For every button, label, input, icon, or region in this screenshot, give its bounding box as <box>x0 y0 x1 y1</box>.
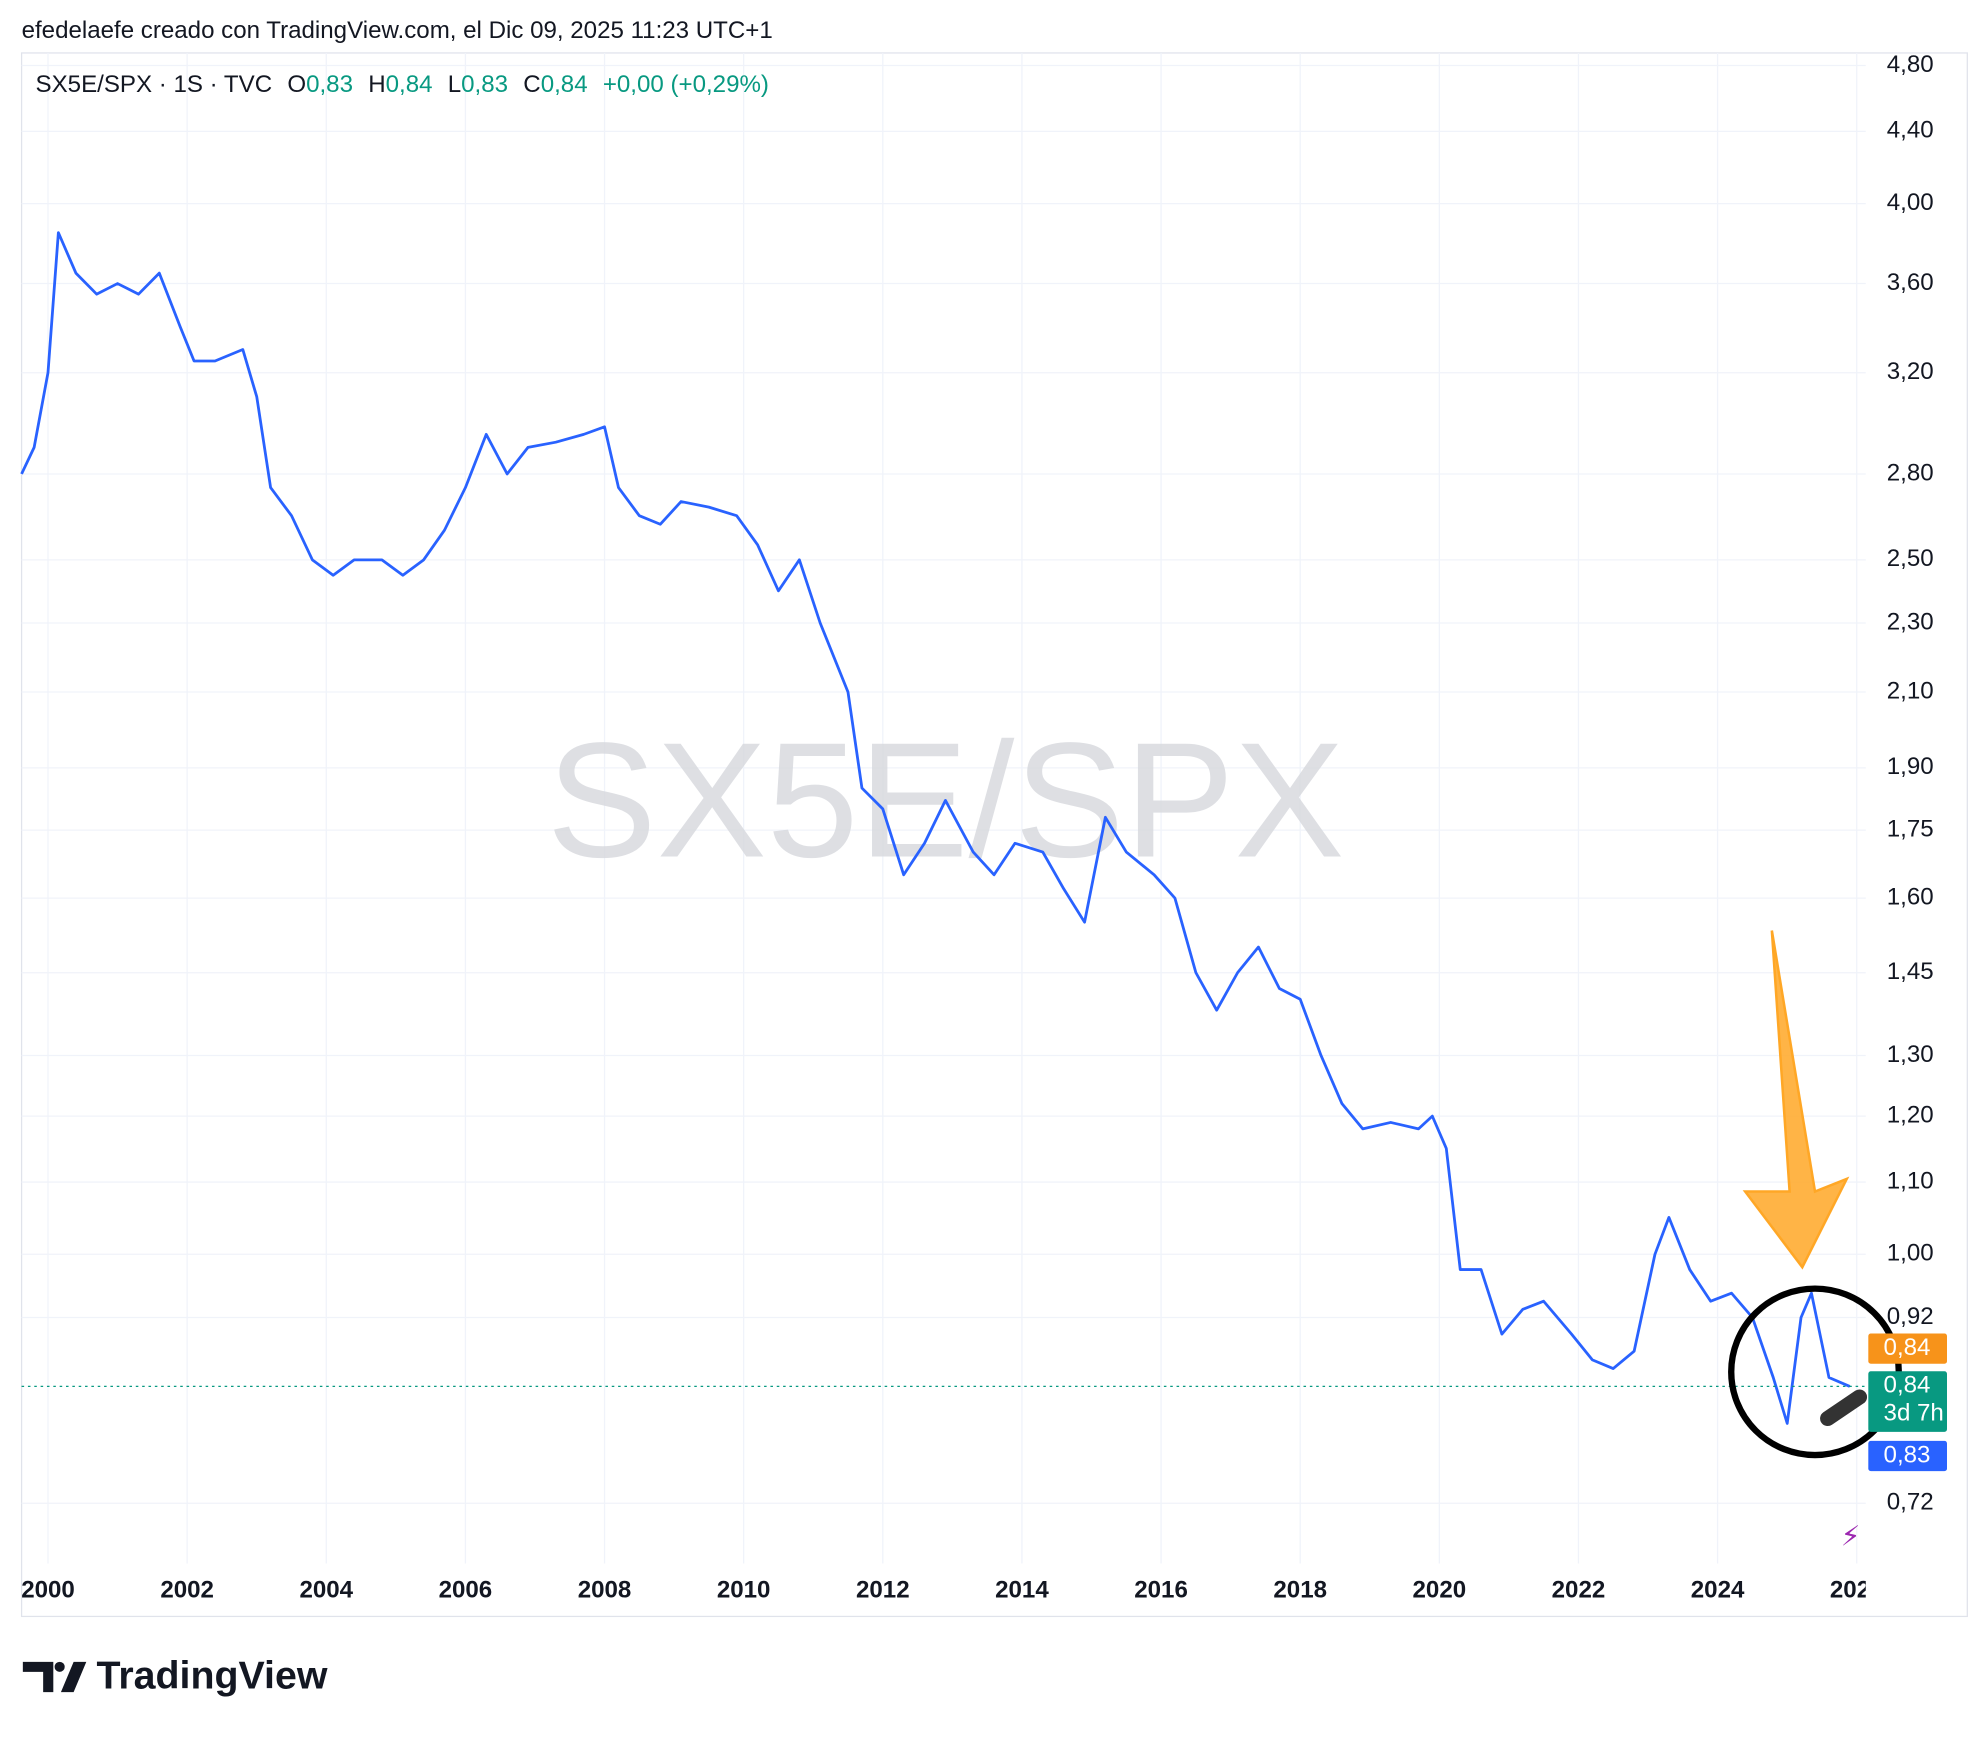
brand-logo <box>22 1661 87 1693</box>
flash-icon: ⚡ <box>1841 1521 1861 1552</box>
ohlc-value: 0,83 <box>306 71 353 98</box>
price-label-box <box>1868 1371 1947 1432</box>
y-tick-label: 1,20 <box>1887 1102 1934 1129</box>
y-tick-label: 3,60 <box>1887 269 1934 296</box>
ohlc-value: 0,84 <box>386 71 433 98</box>
ohlc-value: 0,83 <box>461 71 508 98</box>
symbol-title: SX5E/SPX · 1S · TVC <box>36 71 273 98</box>
y-tick-label: 4,00 <box>1887 189 1934 216</box>
x-tick-label: 2006 <box>439 1577 493 1604</box>
y-tick-label: 3,20 <box>1887 358 1934 385</box>
brand: TradingView <box>96 1655 327 1698</box>
y-tick-label: 0,92 <box>1887 1303 1934 1330</box>
x-tick-label: 2000 <box>21 1577 75 1604</box>
ohlc-key: C <box>523 71 540 98</box>
arrow <box>1742 930 1850 1270</box>
x-tick-label: 2008 <box>578 1577 632 1604</box>
x-tick-label: 2018 <box>1273 1577 1327 1604</box>
ohlc-key: L <box>448 71 461 98</box>
price-label-box <box>1868 1333 1947 1364</box>
price-label: 0,83 <box>1884 1441 1931 1468</box>
x-tick-label: 2022 <box>1552 1577 1606 1604</box>
chart-frame <box>20 52 1968 1618</box>
y-tick-label: 1,60 <box>1887 883 1934 910</box>
scribble <box>1820 1389 1868 1427</box>
change: +0,00 (+0,29%) <box>603 71 769 98</box>
y-tick-label: 2,80 <box>1887 459 1934 486</box>
price-line <box>20 231 1851 1425</box>
x-tick-label: 2026 <box>1830 1577 1884 1604</box>
attribution: efedelaefe creado con TradingView.com, e… <box>22 17 773 44</box>
y-tick-label: 1,30 <box>1887 1041 1934 1068</box>
price-label-box <box>1868 1440 1947 1472</box>
y-tick-label: 4,40 <box>1887 117 1934 144</box>
x-tick-label: 2010 <box>717 1577 771 1604</box>
x-tick-label: 2016 <box>1134 1577 1188 1604</box>
price-label: 0,84 <box>1884 1372 1931 1399</box>
x-tick-label: 2004 <box>299 1577 353 1604</box>
y-tick-label: 1,10 <box>1887 1167 1934 1194</box>
y-tick-label: 2,10 <box>1887 677 1934 704</box>
x-tick-label: 2002 <box>160 1577 214 1604</box>
countdown: 3d 7h <box>1884 1400 1944 1427</box>
ohlc-key: O <box>287 71 306 98</box>
ohlc-key: H <box>368 71 385 98</box>
price-label: 0,84 <box>1884 1334 1931 1361</box>
y-tick-label: 1,90 <box>1887 753 1934 780</box>
y-tick-label: 1,75 <box>1887 816 1934 843</box>
y-tick-label: 4,80 <box>1887 51 1934 78</box>
y-tick-label: 0,72 <box>1887 1489 1934 1516</box>
y-tick-label: 2,50 <box>1887 545 1934 572</box>
x-axis: 2000 2002 2004 2006 2008 2010 2012 2014 2016 2018… <box>21 1577 1884 1604</box>
x-tick-label: 2020 <box>1413 1577 1467 1604</box>
y-tick-label: 1,00 <box>1887 1240 1934 1267</box>
ohlc-value: 0,84 <box>541 71 588 98</box>
x-tick-label: 2024 <box>1691 1577 1745 1604</box>
x-tick-label: 2012 <box>856 1577 910 1604</box>
y-tick-label: 2,30 <box>1887 608 1934 635</box>
y-tick-label: 1,45 <box>1887 958 1934 985</box>
x-tick-label: 2014 <box>995 1577 1049 1604</box>
